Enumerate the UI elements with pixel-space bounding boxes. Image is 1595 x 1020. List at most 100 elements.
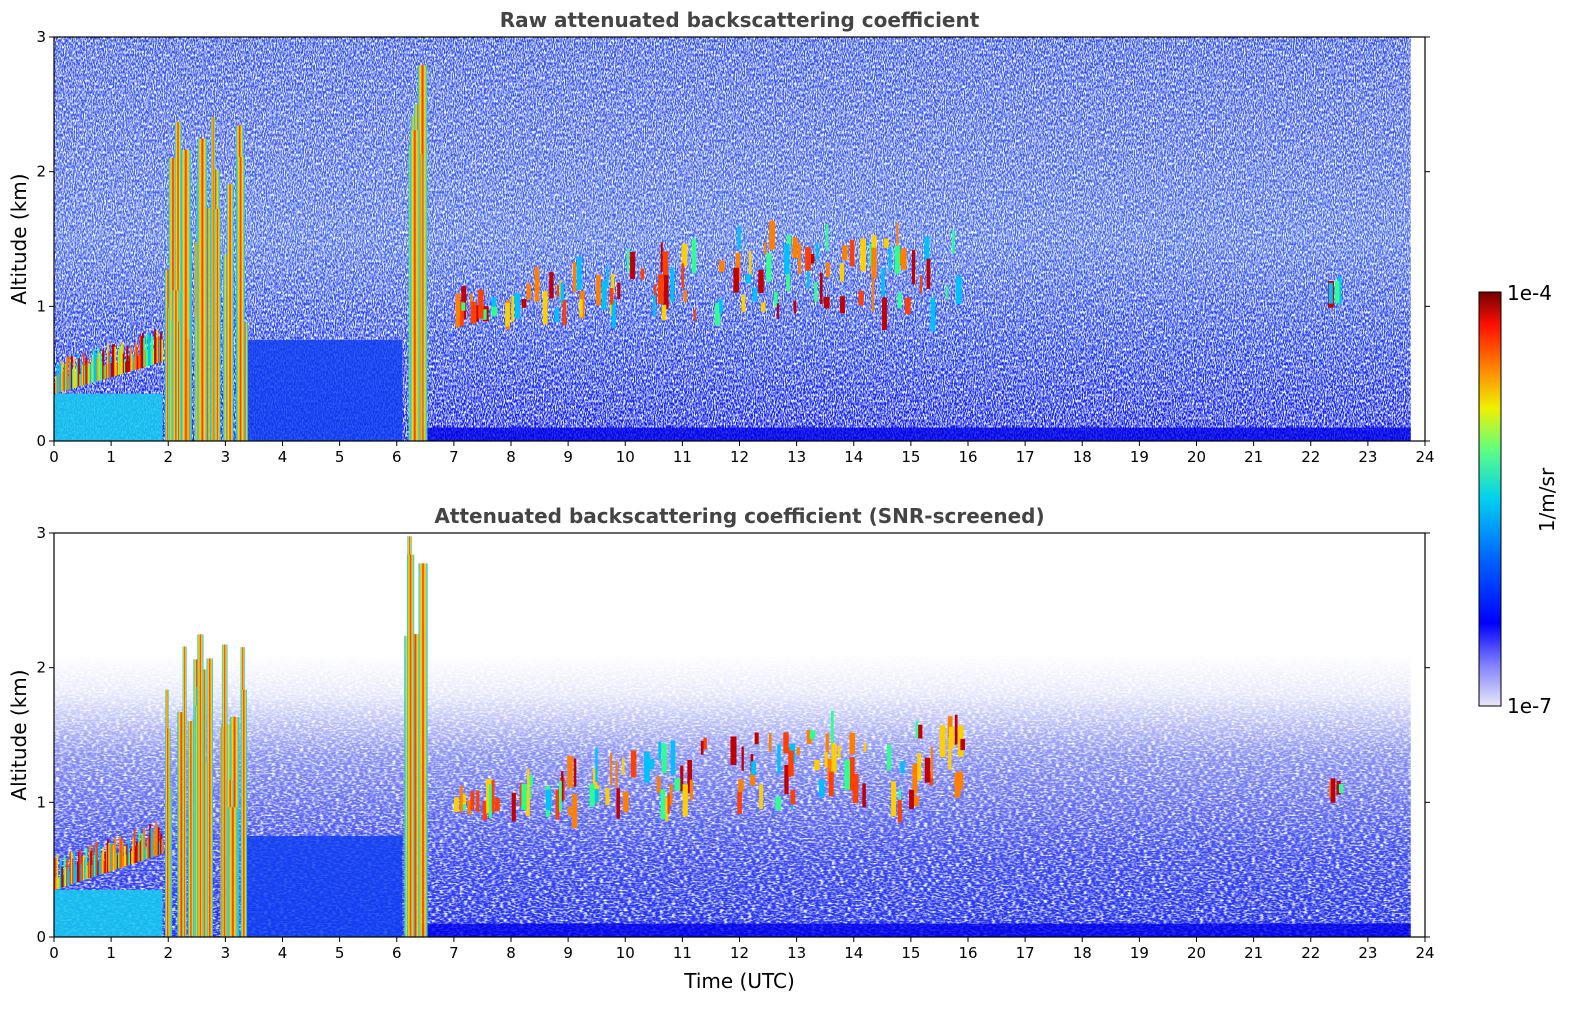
cloud-cell — [896, 222, 899, 256]
aerosol-mark — [67, 376, 70, 390]
x-tick-label: 3 — [221, 448, 231, 466]
aerosol-mark — [92, 844, 95, 877]
cloud-cell — [796, 747, 800, 756]
aerosol-mark — [138, 830, 141, 862]
aerosol-mark — [123, 845, 126, 867]
cloud-cell — [842, 245, 848, 261]
aerosol-mark — [70, 355, 73, 389]
y-tick-label: 0 — [36, 928, 46, 946]
cloud-cell — [700, 740, 704, 755]
aerosol-mark — [133, 358, 136, 371]
aerosol-mark — [81, 856, 84, 881]
cloud-cell — [776, 303, 779, 319]
cloud-cell — [687, 759, 692, 793]
aerosol-mark — [161, 839, 164, 854]
cloud-cell — [761, 302, 766, 312]
aerosol-mark — [91, 864, 94, 878]
x-tick-label: 8 — [506, 448, 516, 466]
cloud-cell — [886, 744, 892, 771]
cloud-cell — [554, 308, 559, 323]
aerosol-mark — [111, 344, 114, 377]
aerosol-mark — [131, 353, 133, 371]
cloud-cell — [611, 273, 615, 294]
aerosol-mark — [109, 843, 112, 872]
cloud-cell — [601, 280, 607, 310]
cloud-cell — [741, 746, 744, 771]
cloud-cell — [617, 282, 621, 299]
cloud-cell — [825, 262, 830, 278]
cloud-cell — [491, 781, 495, 814]
aerosol-mark — [93, 350, 96, 383]
cloud-cell — [849, 239, 855, 267]
cloud-cell — [840, 296, 845, 314]
aerosol-mark — [101, 361, 103, 380]
cloud-cell — [828, 771, 834, 797]
cloud-cell — [630, 251, 636, 280]
cloud-cell — [883, 238, 889, 248]
aerosol-mark — [158, 841, 161, 855]
cloud-cell — [454, 797, 459, 812]
cloud-column — [418, 563, 428, 937]
cloud-cell — [913, 795, 920, 806]
aerosol-mark — [92, 349, 95, 383]
cloud-cell — [849, 732, 856, 755]
cloud-cell — [930, 297, 936, 332]
cloud-cell — [626, 248, 630, 272]
cloud-cell — [783, 732, 789, 754]
cloud-cell — [805, 247, 811, 271]
x-tick-label: 2 — [163, 944, 173, 962]
x-tick-label: 8 — [506, 944, 516, 962]
aerosol-mark — [139, 335, 142, 369]
cloud-cell — [871, 247, 877, 279]
aerosol-mark — [62, 371, 65, 392]
cloud-cell — [657, 274, 664, 304]
cloud-cell — [458, 301, 464, 327]
panel-2: Attenuated backscattering coefficient (S… — [7, 504, 1435, 993]
cloud-cell — [738, 779, 744, 793]
aerosol-mark — [114, 346, 117, 376]
cloud-cell — [594, 788, 599, 803]
cloud-cell — [766, 253, 772, 282]
cloud-cell — [786, 268, 790, 291]
cloud-cell — [622, 757, 625, 776]
cloud-cell — [1328, 282, 1333, 304]
x-tick-label: 21 — [1244, 448, 1263, 466]
x-tick-label: 16 — [958, 448, 977, 466]
aerosol-mark — [66, 357, 68, 391]
cloud-cell — [592, 768, 598, 793]
aerosol-mark — [69, 851, 72, 885]
cloud-cell — [661, 304, 667, 321]
cloud-column — [406, 554, 415, 937]
cloud-cell — [658, 741, 662, 760]
aerosol-mark — [84, 859, 86, 880]
cloud-cell — [573, 758, 577, 787]
cloud-cell — [748, 250, 752, 275]
aerosol-mark — [158, 339, 161, 363]
x-tick-label: 0 — [49, 944, 59, 962]
aerosol-mark — [136, 346, 138, 370]
aerosol-mark — [155, 822, 158, 856]
aerosol-mark — [115, 853, 118, 870]
aerosol-mark — [122, 353, 125, 374]
x-tick-label: 2 — [163, 448, 173, 466]
cloud-cell — [952, 230, 955, 254]
aerosol-mark — [57, 877, 60, 889]
cloud-cell — [526, 283, 531, 300]
x-tick-label: 5 — [335, 448, 345, 466]
aerosol-mark — [67, 867, 70, 886]
cloud-cell — [904, 297, 911, 314]
cloud-cell — [737, 226, 741, 250]
x-tick-label: 10 — [616, 944, 635, 962]
cloud-cell — [511, 792, 516, 822]
cloud-cell — [809, 730, 816, 739]
aerosol-mark — [154, 329, 156, 365]
x-tick-label: 19 — [1130, 944, 1149, 962]
cloud-cell — [888, 247, 892, 271]
x-tick-label: 9 — [563, 944, 573, 962]
cloud-cell — [560, 282, 565, 304]
cloud-cell — [924, 757, 931, 783]
aerosol-mark — [107, 839, 109, 873]
aerosol-mark — [131, 850, 133, 865]
cloud-column — [204, 207, 211, 441]
cloud-cell — [1336, 780, 1341, 795]
